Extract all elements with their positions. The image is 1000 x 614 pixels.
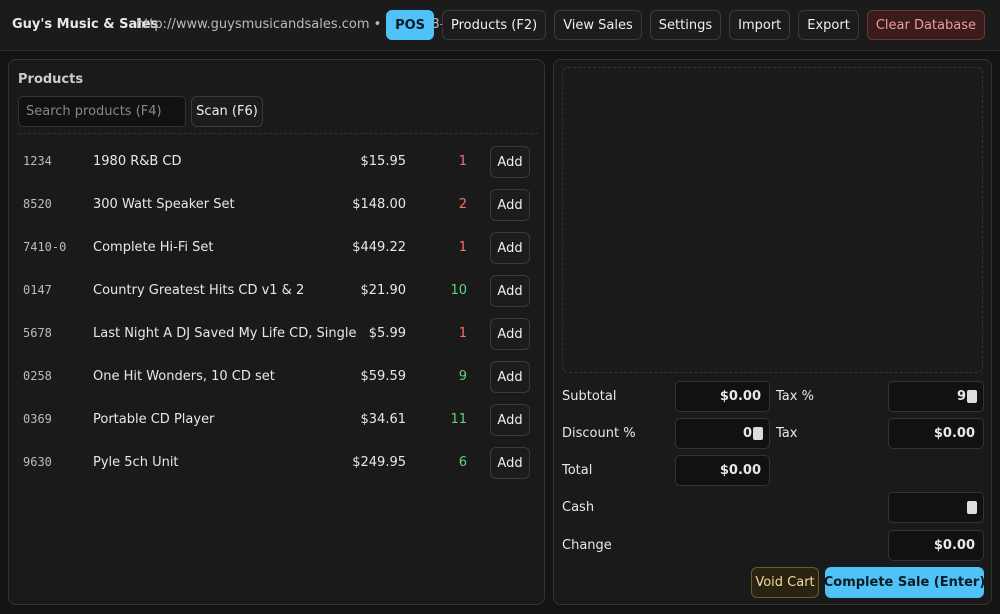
add-button[interactable]: Add: [490, 275, 530, 307]
price: $21.90: [360, 283, 407, 298]
price: $5.99: [368, 326, 406, 341]
nav: POS Products (F2) View Sales Settings Import…: [386, 10, 985, 40]
value: 9: [956, 389, 966, 404]
nav-button[interactable]: Clear Database: [866, 10, 985, 40]
header: Guy's Music & Sales http://www.guysmusic…: [0, 0, 1000, 51]
product-name: Complete Hi-Fi Set: [93, 240, 214, 255]
add-button[interactable]: Add: [490, 404, 530, 436]
app-title: Guy's Music & Sales: [12, 17, 159, 32]
sku: 0369: [23, 412, 52, 426]
panel-title: Products: [18, 72, 84, 87]
stock: 11: [450, 412, 467, 427]
sku: 7410-0: [23, 240, 67, 254]
product-row: 7410-0 Complete Hi-Fi Set $449.22 1 Add: [9, 232, 544, 264]
subtotal-field: $0.00: [675, 381, 770, 412]
total-field: $0.00: [675, 455, 770, 486]
complete-sale-button[interactable]: Complete Sale (Enter): [824, 567, 985, 598]
stock: 6: [458, 455, 467, 470]
label: Total: [562, 463, 593, 478]
price: $59.59: [360, 369, 407, 384]
add-button[interactable]: Add: [490, 447, 530, 479]
value: $0.00: [933, 538, 975, 553]
label: Change: [562, 538, 612, 553]
product-name: Pyle 5ch Unit: [93, 455, 179, 470]
change-field: $0.00: [888, 530, 984, 561]
product-name: Portable CD Player: [93, 412, 215, 427]
nav-button[interactable]: Export: [798, 10, 859, 40]
product-row: 0258 One Hit Wonders, 10 CD set $59.59 9 Add: [9, 361, 544, 393]
divider: [18, 133, 538, 134]
product-row: 9630 Pyle 5ch Unit $249.95 6 Add: [9, 447, 544, 479]
add-button[interactable]: Add: [490, 146, 530, 178]
label: Tax %: [776, 389, 814, 404]
product-name: Last Night A DJ Saved My Life CD, Single: [93, 326, 357, 341]
product-name: One Hit Wonders, 10 CD set: [93, 369, 275, 384]
product-row: 1234 1980 R&B CD $15.95 1 Add: [9, 146, 544, 178]
nav-button[interactable]: Import: [729, 10, 791, 40]
add-button[interactable]: Add: [490, 361, 530, 393]
product-name: 1980 R&B CD: [93, 154, 182, 169]
stock: 10: [450, 283, 467, 298]
product-row: 0369 Portable CD Player $34.61 11 Add: [9, 404, 544, 436]
label: Cash: [562, 500, 595, 515]
stock: 1: [458, 154, 467, 169]
nav-button[interactable]: Settings: [649, 10, 722, 40]
spinner[interactable]: [967, 501, 977, 514]
cart-area: [562, 67, 983, 373]
sku: 8520: [23, 197, 52, 211]
tax-field: $0.00: [888, 418, 984, 449]
cash-input[interactable]: [888, 492, 984, 523]
product-name: Country Greatest Hits CD v1 & 2: [93, 283, 305, 298]
discount-input[interactable]: 0: [675, 418, 770, 449]
sku: 1234: [23, 154, 52, 168]
nav-button[interactable]: View Sales: [554, 10, 642, 40]
product-row: 8520 300 Watt Speaker Set $148.00 2 Add: [9, 189, 544, 221]
product-row: 5678 Last Night A DJ Saved My Life CD, Si…: [9, 318, 544, 350]
price: $34.61: [360, 412, 407, 427]
price: $15.95: [360, 154, 407, 169]
spinner[interactable]: [967, 390, 977, 403]
sku: 5678: [23, 326, 52, 340]
product-row: 0147 Country Greatest Hits CD v1 & 2 $21.9…: [9, 275, 544, 307]
nav-button[interactable]: POS: [386, 10, 435, 40]
cart-panel: Subtotal $0.00 Tax % 9 Discount % 0 Tax …: [553, 59, 992, 605]
add-button[interactable]: Add: [490, 232, 530, 264]
label: Subtotal: [562, 389, 617, 404]
price: $249.95: [352, 455, 406, 470]
sku: 0147: [23, 283, 52, 297]
stock: 1: [458, 326, 467, 341]
add-button[interactable]: Add: [490, 189, 530, 221]
spinner[interactable]: [753, 427, 763, 440]
tax-rate-input[interactable]: 9: [888, 381, 984, 412]
value: 0: [742, 426, 752, 441]
label: Tax: [776, 426, 798, 441]
label: Discount %: [562, 426, 636, 441]
nav-button[interactable]: Products (F2): [442, 10, 547, 40]
add-button[interactable]: Add: [490, 318, 530, 350]
products-panel: Products Search products (F4) Scan (F6) …: [8, 59, 545, 605]
product-name: 300 Watt Speaker Set: [93, 197, 235, 212]
price: $148.00: [352, 197, 406, 212]
price: $449.22: [352, 240, 406, 255]
stock: 1: [458, 240, 467, 255]
sku: 0258: [23, 369, 52, 383]
sku: 9630: [23, 455, 52, 469]
search-input[interactable]: Search products (F4): [18, 96, 186, 127]
value: $0.00: [719, 389, 761, 404]
stock: 9: [458, 369, 467, 384]
void-cart-button[interactable]: Void Cart: [751, 567, 819, 598]
stock: 2: [458, 197, 467, 212]
value: $0.00: [719, 463, 761, 478]
value: $0.00: [933, 426, 975, 441]
scan-button[interactable]: Scan (F6): [191, 96, 263, 127]
